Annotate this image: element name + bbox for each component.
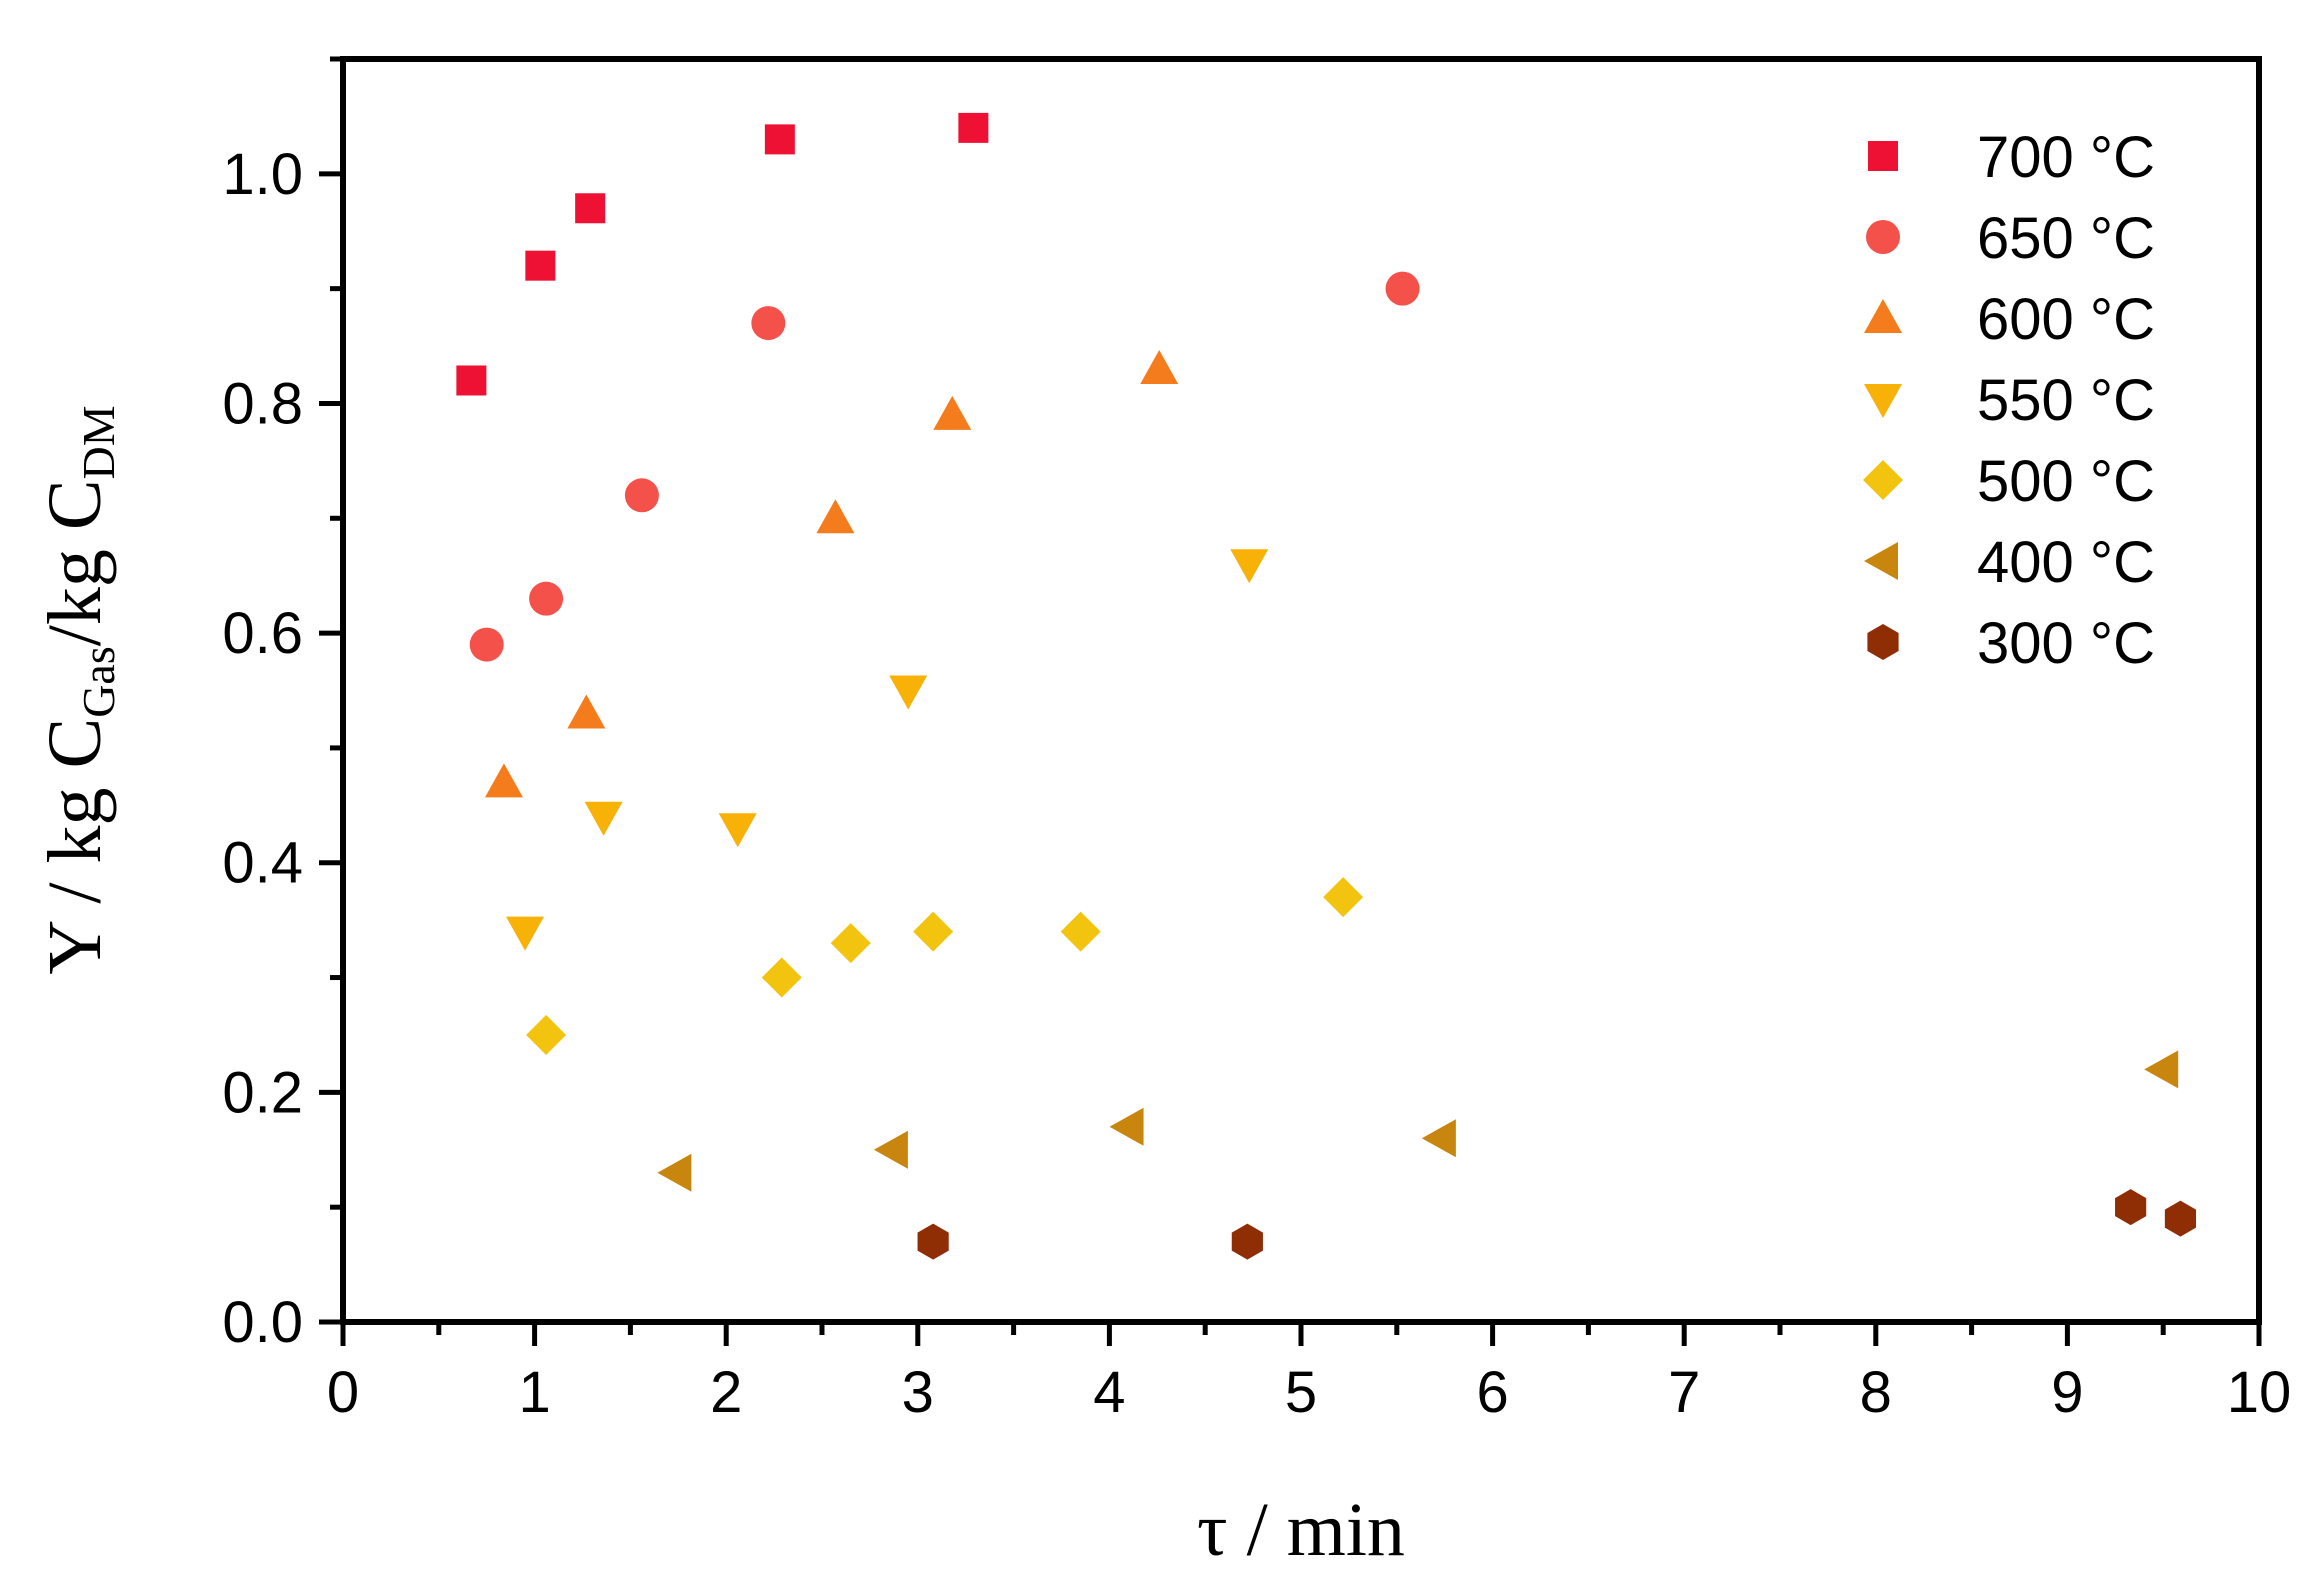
data-point-series-1 <box>1385 271 1420 306</box>
data-point-series-6 <box>2115 1189 2147 1226</box>
legend-marker <box>1864 542 1898 580</box>
y-tick-label: 0.2 <box>222 1060 303 1125</box>
x-tick-label: 6 <box>1476 1360 1508 1425</box>
data-point-series-1 <box>624 478 659 513</box>
legend-label: 700 °C <box>1977 125 2155 190</box>
plot-frame <box>340 56 2262 1325</box>
legend-marker <box>1867 624 1899 660</box>
legend-marker <box>1863 460 1903 500</box>
data-point-series-5 <box>1421 1119 1456 1158</box>
data-point-series-3 <box>506 916 545 951</box>
data-point-series-1 <box>529 581 564 616</box>
legend-label: 600 °C <box>1977 287 2155 352</box>
data-point-series-2 <box>933 395 972 430</box>
data-point-series-4 <box>1060 911 1101 952</box>
y-tick-label: 0.8 <box>222 371 303 436</box>
y-axis-title-middle: /kg C <box>33 479 117 646</box>
data-point-series-0 <box>958 112 989 143</box>
x-axis-title: τ / min <box>1197 1488 1405 1572</box>
x-tick-label: 5 <box>1285 1360 1317 1425</box>
data-point-series-5 <box>2144 1050 2179 1089</box>
axis-ticks <box>319 56 2262 1346</box>
y-axis-title: Y / kg CGas/kg CDM <box>33 405 124 974</box>
data-point-series-2 <box>484 763 523 798</box>
tick-labels: 0 1 2 3 4 5 6 7 8 9 10 0.0 0.2 0.4 0.6 0.8 1.0 <box>222 142 2291 1425</box>
legend-label: 550 °C <box>1977 368 2155 433</box>
y-tick-label: 0.6 <box>222 601 303 666</box>
y-axis-title-sub-dm: DM <box>73 405 124 479</box>
x-tick-label: 1 <box>518 1360 550 1425</box>
data-point-series-3 <box>1230 549 1269 584</box>
data-point-series-0 <box>575 193 606 224</box>
y-tick-label: 1.0 <box>222 142 303 207</box>
data-point-series-1 <box>751 306 786 341</box>
x-tick-label: 4 <box>1093 1360 1125 1425</box>
data-point-series-0 <box>456 365 487 396</box>
data-point-series-1 <box>469 627 504 662</box>
data-point-series-6 <box>1231 1223 1263 1260</box>
data-point-series-4 <box>830 923 871 964</box>
x-tick-label: 3 <box>902 1360 934 1425</box>
y-tick-label: 0.4 <box>222 831 303 896</box>
data-point-series-5 <box>873 1130 908 1169</box>
data-point-series-3 <box>718 813 757 848</box>
data-point-series-6 <box>2164 1200 2197 1237</box>
legend-marker <box>1868 141 1898 171</box>
data-point-series-5 <box>1109 1107 1144 1146</box>
legend-label: 400 °C <box>1977 530 2155 595</box>
x-tick-label: 0 <box>327 1360 359 1425</box>
data-point-series-6 <box>917 1223 949 1260</box>
x-tick-label: 7 <box>1668 1360 1700 1425</box>
y-axis-title-sub-gas: Gas <box>73 646 124 718</box>
legend-marker <box>1866 220 1900 254</box>
data-point-series-5 <box>657 1153 692 1192</box>
y-axis-title-prefix: Y / kg C <box>33 718 117 975</box>
legend-marker <box>1864 299 1902 333</box>
data-point-series-0 <box>764 124 795 155</box>
legend-label: 500 °C <box>1977 449 2155 514</box>
data-point-series-4 <box>1323 877 1364 918</box>
legend-label: 300 °C <box>1977 611 2155 676</box>
data-point-series-2 <box>816 499 855 534</box>
data-point-series-4 <box>761 957 802 998</box>
data-point-series-4 <box>913 911 954 952</box>
x-tick-label: 9 <box>2051 1360 2083 1425</box>
legend-label: 650 °C <box>1977 206 2155 271</box>
x-tick-label: 10 <box>2227 1360 2292 1425</box>
x-tick-label: 8 <box>1860 1360 1892 1425</box>
x-tick-label: 2 <box>710 1360 742 1425</box>
data-point-series-4 <box>526 1014 567 1055</box>
data-point-series-3 <box>584 801 623 836</box>
data-points <box>456 112 2197 1260</box>
y-tick-label: 0.0 <box>222 1290 303 1355</box>
legend-marker <box>1864 384 1902 418</box>
data-point-series-0 <box>525 250 556 281</box>
data-point-series-2 <box>1140 350 1179 385</box>
data-point-series-3 <box>889 675 928 710</box>
legend: 700 °C 650 °C 600 °C 550 °C 500 °C 400 °C 300 … <box>1863 125 2155 676</box>
data-point-series-2 <box>567 694 606 729</box>
